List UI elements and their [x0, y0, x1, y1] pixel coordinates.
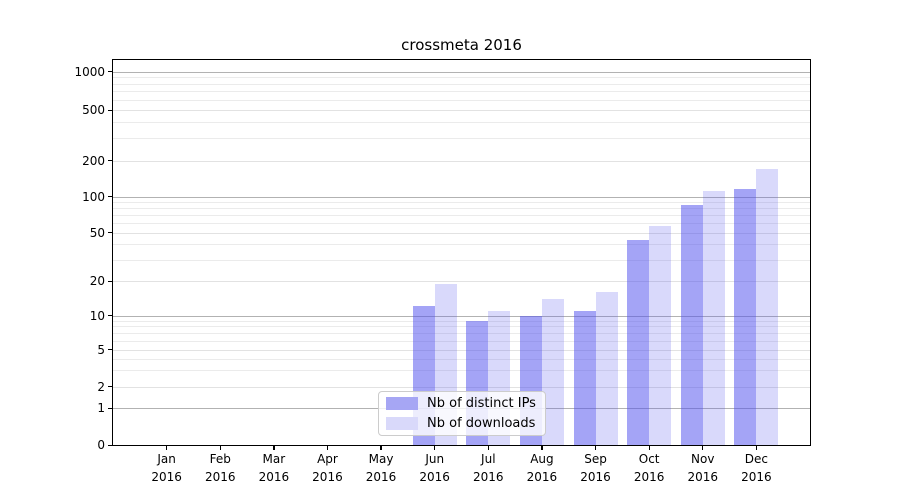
bar-downloads-nov — [702, 190, 725, 445]
bar-downloads-sep — [595, 292, 618, 445]
gridline-5 — [113, 349, 810, 351]
legend-label-distinct-ips: Nb of distinct IPs — [427, 396, 536, 411]
bar-ips-sep — [573, 310, 596, 445]
bar-ips-nov — [680, 204, 703, 445]
y-tick-label-10: 10 — [89, 308, 105, 323]
x-tick-label-mar: Mar 2016 — [258, 452, 290, 484]
gridline-30 — [113, 259, 810, 261]
y-tick-label-200: 200 — [82, 153, 105, 168]
y-tick-label-1: 1 — [97, 401, 105, 415]
x-tick-label-dec: Dec 2016 — [741, 452, 772, 484]
gridline-1000 — [113, 71, 810, 73]
gridline-800 — [113, 83, 810, 85]
y-tick-mark-50 — [108, 232, 113, 234]
y-tick-label-2: 2 — [97, 379, 105, 394]
y-tick-label-50: 50 — [89, 225, 105, 240]
gridline-20 — [113, 281, 810, 282]
y-tick-label-100: 100 — [82, 189, 105, 204]
y-tick-mark-1 — [108, 407, 113, 409]
y-tick-mark-1000 — [108, 71, 113, 73]
y-tick-label-5: 5 — [97, 342, 105, 357]
gridline-400 — [113, 122, 810, 124]
x-tick-label-jul: Jul 2016 — [473, 452, 504, 484]
x-tick-label-may: May 2016 — [365, 452, 397, 484]
gridline-90 — [113, 201, 810, 203]
x-tick-label-feb: Feb 2016 — [204, 452, 236, 484]
bar-downloads-dec — [756, 168, 779, 445]
y-tick-label-20: 20 — [89, 274, 105, 288]
x-tick-mark-jul — [487, 445, 489, 450]
gridline-60 — [113, 223, 810, 225]
x-tick-label-aug: Aug 2016 — [526, 452, 558, 484]
gridline-100 — [113, 196, 810, 198]
gridline-6 — [113, 340, 810, 342]
gridline-700 — [113, 91, 810, 93]
legend-swatch-distinct-ips — [386, 397, 418, 410]
plot-area — [112, 59, 811, 446]
bar-ips-oct — [627, 240, 650, 445]
gridline-900 — [113, 77, 810, 79]
x-tick-label-nov: Nov 2016 — [687, 452, 719, 484]
gridline-600 — [113, 99, 810, 101]
legend-item-distinct-ips: Nb of distinct IPs — [386, 396, 545, 411]
y-tick-mark-200 — [108, 160, 113, 162]
y-tick-mark-500 — [108, 109, 113, 111]
gridline-3 — [113, 370, 810, 372]
gridline-80 — [113, 208, 810, 210]
gridline-2 — [113, 386, 810, 388]
y-tick-mark-10 — [108, 315, 113, 317]
gridline-9 — [113, 320, 810, 322]
gridline-50 — [113, 232, 810, 234]
y-tick-mark-20 — [108, 280, 113, 282]
x-tick-mark-jan — [166, 445, 168, 450]
gridline-8 — [113, 326, 810, 328]
gridline-40 — [113, 244, 810, 246]
x-tick-mark-apr — [326, 445, 329, 450]
bar-downloads-aug — [541, 298, 564, 445]
x-tick-mark-jun — [434, 445, 436, 450]
y-tick-mark-5 — [108, 349, 113, 351]
gridline-4 — [113, 358, 810, 360]
legend-swatch-downloads — [386, 417, 418, 430]
x-tick-mark-oct — [648, 445, 650, 450]
y-tick-mark-2 — [108, 386, 113, 388]
x-tick-mark-may — [380, 445, 382, 450]
x-tick-label-apr: Apr 2016 — [312, 452, 343, 484]
legend: Nb of distinct IPs Nb of downloads — [378, 391, 546, 436]
x-tick-mark-sep — [594, 445, 597, 450]
x-tick-label-sep: Sep 2016 — [580, 452, 611, 484]
x-tick-label-jun: Jun 2016 — [419, 452, 450, 484]
chart-title: crossmeta 2016 — [401, 36, 522, 54]
x-tick-label-jan: Jan 2016 — [151, 452, 182, 484]
bar-ips-dec — [734, 188, 757, 445]
y-tick-label-0: 0 — [97, 438, 105, 452]
x-tick-mark-aug — [541, 445, 543, 450]
gridline-300 — [113, 138, 810, 140]
y-tick-label-1000: 1000 — [74, 64, 105, 79]
y-tick-mark-0 — [108, 444, 113, 446]
gridline-7 — [113, 332, 810, 334]
gridline-10 — [113, 315, 810, 317]
x-tick-label-oct: Oct 2016 — [633, 452, 665, 484]
x-tick-mark-mar — [273, 445, 275, 450]
x-tick-mark-nov — [702, 445, 704, 450]
x-tick-mark-feb — [219, 445, 221, 450]
x-tick-mark-dec — [755, 445, 758, 450]
legend-item-downloads: Nb of downloads — [386, 416, 545, 431]
bar-downloads-oct — [649, 225, 672, 445]
y-tick-label-500: 500 — [82, 103, 105, 117]
gridline-200 — [113, 160, 810, 162]
gridline-70 — [113, 215, 810, 217]
y-tick-mark-100 — [108, 196, 113, 198]
legend-label-downloads: Nb of downloads — [427, 416, 536, 431]
gridline-500 — [113, 110, 810, 111]
